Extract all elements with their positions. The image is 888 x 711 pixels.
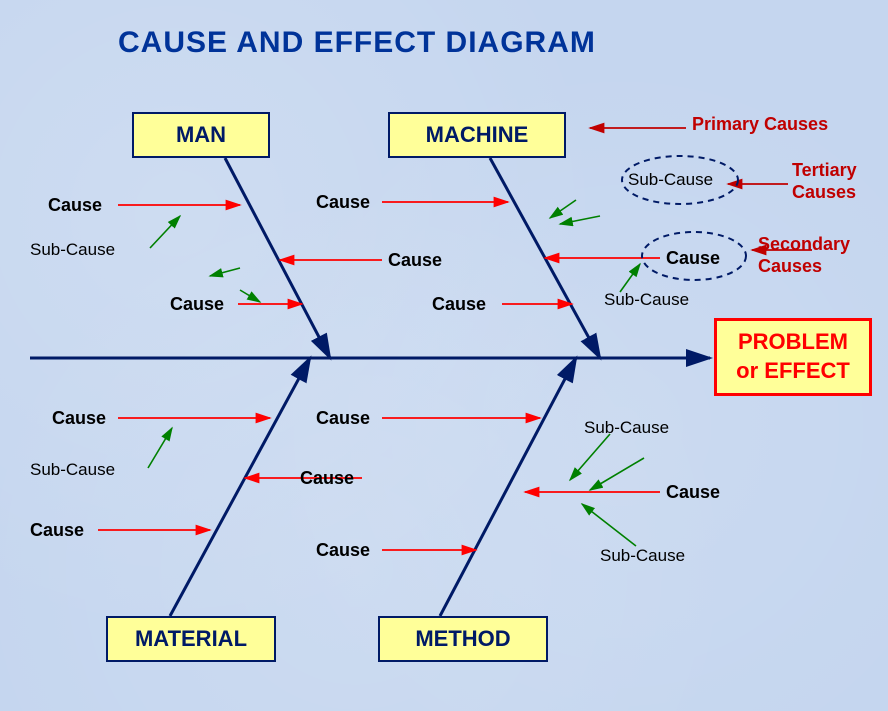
legend-label-0: Primary Causes bbox=[692, 114, 828, 135]
legend-label-3: Secondary bbox=[758, 234, 850, 255]
problem-line1: PROBLEM bbox=[736, 328, 850, 357]
cause-label-13: Cause bbox=[316, 408, 370, 429]
category-box-man: MAN bbox=[132, 112, 270, 158]
cause-label-11: Cause bbox=[30, 520, 84, 541]
subcause-label-17: Sub-Cause bbox=[600, 546, 685, 566]
cause-label-4: Cause bbox=[316, 192, 370, 213]
problem-effect-box: PROBLEM or EFFECT bbox=[714, 318, 872, 396]
subcause-label-1: Sub-Cause bbox=[30, 240, 115, 260]
problem-line2: or EFFECT bbox=[736, 357, 850, 386]
category-box-material: MATERIAL bbox=[106, 616, 276, 662]
category-box-method: METHOD bbox=[378, 616, 548, 662]
legend-label-4: Causes bbox=[758, 256, 822, 277]
diagram-title: CAUSE AND EFFECT DIAGRAM bbox=[118, 26, 596, 60]
cause-label-12: Cause bbox=[300, 468, 354, 489]
cause-label-0: Cause bbox=[48, 195, 102, 216]
subcause-label-10: Sub-Cause bbox=[30, 460, 115, 480]
cause-label-6: Cause bbox=[666, 248, 720, 269]
subcause-label-15: Sub-Cause bbox=[584, 418, 669, 438]
subcause-label-7: Sub-Cause bbox=[604, 290, 689, 310]
subcause-label-8: Sub-Cause bbox=[628, 170, 713, 190]
legend-label-1: Tertiary bbox=[792, 160, 857, 181]
category-box-machine: MACHINE bbox=[388, 112, 566, 158]
cause-label-5: Cause bbox=[432, 294, 486, 315]
legend-label-2: Causes bbox=[792, 182, 856, 203]
cause-label-16: Cause bbox=[666, 482, 720, 503]
cause-label-9: Cause bbox=[52, 408, 106, 429]
cause-label-2: Cause bbox=[388, 250, 442, 271]
cause-label-3: Cause bbox=[170, 294, 224, 315]
cause-label-14: Cause bbox=[316, 540, 370, 561]
